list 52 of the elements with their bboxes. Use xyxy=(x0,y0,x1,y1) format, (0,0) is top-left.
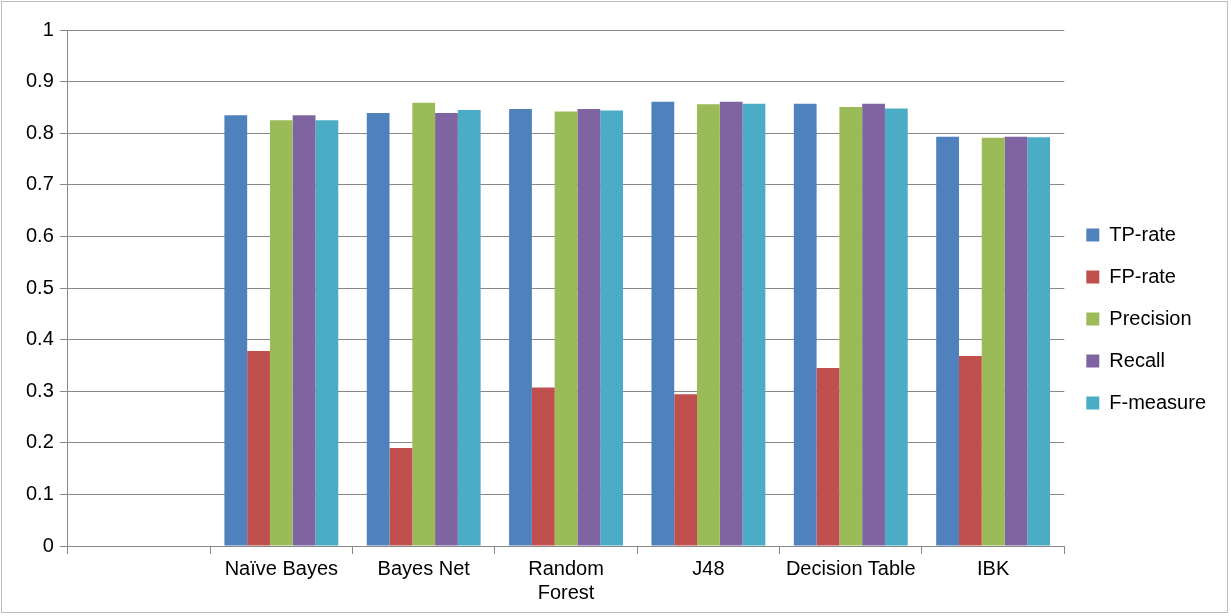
bar xyxy=(554,111,578,546)
bar xyxy=(509,108,532,546)
bar xyxy=(366,113,390,546)
bar xyxy=(719,101,743,546)
bar xyxy=(292,115,316,546)
x-tick-label: J48 xyxy=(692,556,725,579)
bar xyxy=(577,108,601,546)
bar xyxy=(247,350,270,546)
legend-label: FP-rate xyxy=(1109,264,1176,287)
bar xyxy=(269,120,293,546)
bar xyxy=(958,356,982,546)
bar xyxy=(742,103,766,546)
bar xyxy=(981,137,1005,546)
bar xyxy=(674,394,698,546)
y-tick-label: 0.3 xyxy=(25,378,54,401)
y-tick-label: 1 xyxy=(42,17,54,40)
y-tick-label: 0 xyxy=(42,533,54,556)
bar xyxy=(697,104,720,546)
y-tick-label: 0.7 xyxy=(25,172,54,195)
y-tick-label: 0.2 xyxy=(25,430,54,453)
legend-label: TP-rate xyxy=(1109,222,1176,245)
bar xyxy=(389,447,413,546)
bar xyxy=(1004,136,1028,546)
bar xyxy=(862,103,885,546)
bar xyxy=(839,106,863,546)
bar xyxy=(1027,137,1051,546)
bar xyxy=(816,367,840,546)
x-tick-label: Naïve Bayes xyxy=(224,556,339,579)
bar xyxy=(651,101,675,546)
bar xyxy=(793,103,817,546)
y-tick-label: 0.8 xyxy=(25,120,54,143)
bar xyxy=(936,136,959,546)
x-tick-label: Random Forest xyxy=(528,556,604,603)
bar xyxy=(412,102,436,546)
y-tick-label: 0.5 xyxy=(25,275,54,298)
legend-label: F-measure xyxy=(1109,390,1207,413)
bar xyxy=(531,387,555,546)
y-tick-label: 0.4 xyxy=(25,327,54,350)
x-tick-label: IBK xyxy=(977,556,1010,579)
y-tick-label: 0.1 xyxy=(25,481,54,504)
bar xyxy=(884,108,908,546)
y-tick-label: 0.6 xyxy=(25,223,54,246)
x-tick-label: Bayes Net xyxy=(377,556,471,579)
y-tick-label: 0.9 xyxy=(25,69,54,92)
bar xyxy=(457,109,481,546)
bar xyxy=(600,110,623,546)
legend-label: Recall xyxy=(1109,348,1165,371)
bar xyxy=(435,113,458,546)
legend-label: Precision xyxy=(1109,306,1192,329)
bar xyxy=(315,120,339,546)
x-tick-label: Decision Table xyxy=(785,556,916,579)
bar xyxy=(224,115,248,546)
